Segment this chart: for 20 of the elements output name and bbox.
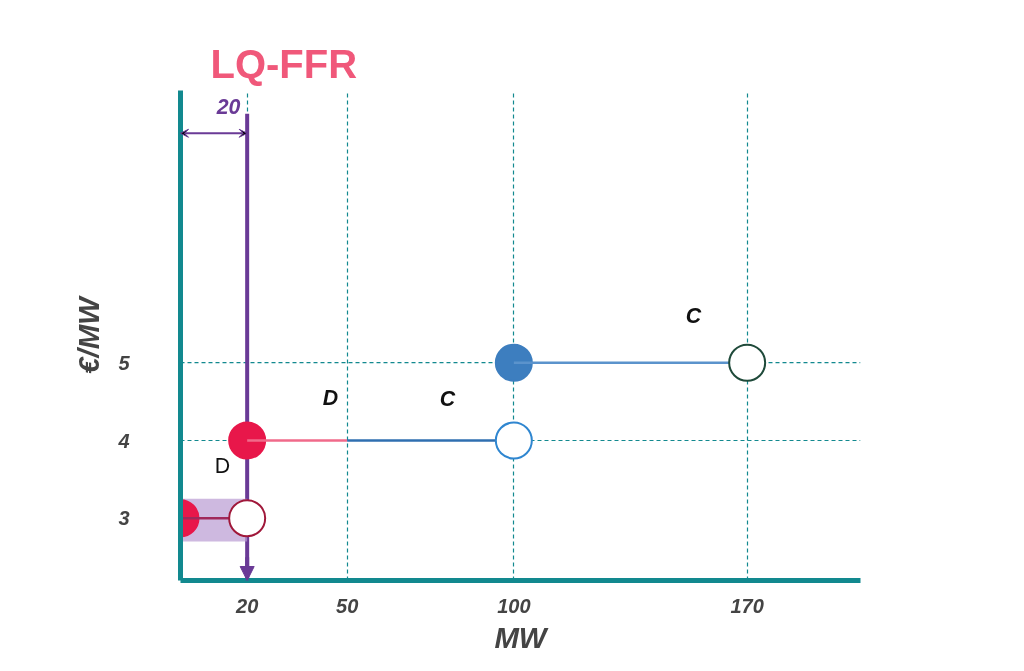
x-axis-title: MW (494, 620, 549, 654)
y-tick-label: 5 (118, 351, 131, 374)
point (228, 499, 267, 538)
y-tick-label: 4 (117, 429, 130, 452)
annotation: D (214, 453, 231, 478)
point (228, 421, 267, 460)
annotation: 20 (215, 95, 241, 119)
point (494, 421, 533, 460)
annotation: C (439, 386, 456, 411)
x-tick-label: 50 (336, 594, 359, 617)
annotation: C (685, 303, 702, 328)
y-tick-label: 3 (118, 507, 130, 530)
point (494, 343, 533, 382)
x-tick-label: 170 (730, 594, 764, 617)
point (728, 343, 767, 382)
y-axis-title: €/MW (72, 294, 106, 374)
chart-title: LQ-FFR (210, 41, 358, 86)
x-tick-label: 20 (235, 594, 259, 617)
x-tick-label: 100 (497, 594, 531, 617)
annotation: D (322, 385, 339, 410)
